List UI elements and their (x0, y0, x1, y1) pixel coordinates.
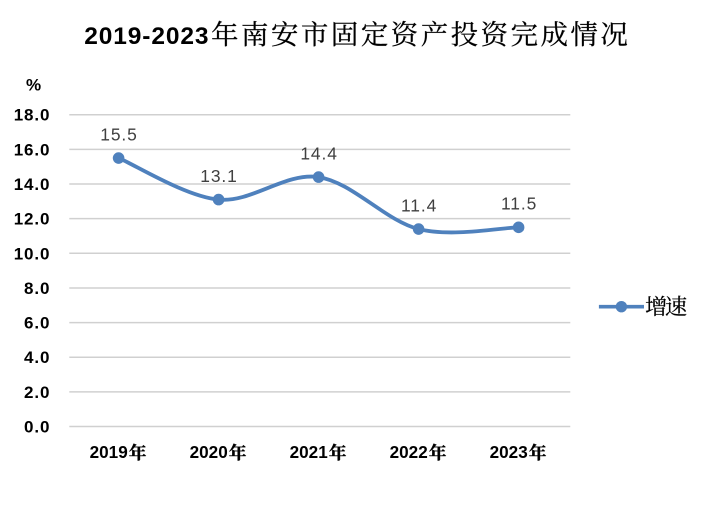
svg-text:18.0: 18.0 (14, 106, 51, 125)
svg-text:2020: 2020 (190, 443, 228, 462)
svg-text:8.0: 8.0 (24, 279, 50, 298)
svg-text:15.5: 15.5 (100, 124, 137, 144)
svg-text:6.0: 6.0 (24, 314, 50, 333)
svg-text:2.0: 2.0 (24, 383, 50, 402)
svg-text:2023: 2023 (490, 443, 528, 462)
svg-text:14.4: 14.4 (300, 143, 337, 163)
svg-text:2019-2023: 2019-2023 (84, 23, 209, 50)
svg-text:2021: 2021 (290, 443, 329, 462)
svg-text:11.4: 11.4 (401, 195, 437, 215)
svg-text:16.0: 16.0 (14, 140, 51, 159)
svg-text:0.0: 0.0 (24, 418, 50, 437)
svg-text:14.0: 14.0 (14, 175, 51, 194)
svg-text:2022: 2022 (390, 443, 428, 462)
svg-text:12.0: 12.0 (14, 210, 51, 229)
svg-text:10.0: 10.0 (14, 244, 51, 263)
svg-text:%: % (26, 76, 41, 95)
svg-text:2019: 2019 (90, 443, 128, 462)
svg-text:13.1: 13.1 (200, 166, 237, 186)
svg-text:4.0: 4.0 (24, 348, 50, 367)
svg-text:11.5: 11.5 (501, 194, 537, 214)
